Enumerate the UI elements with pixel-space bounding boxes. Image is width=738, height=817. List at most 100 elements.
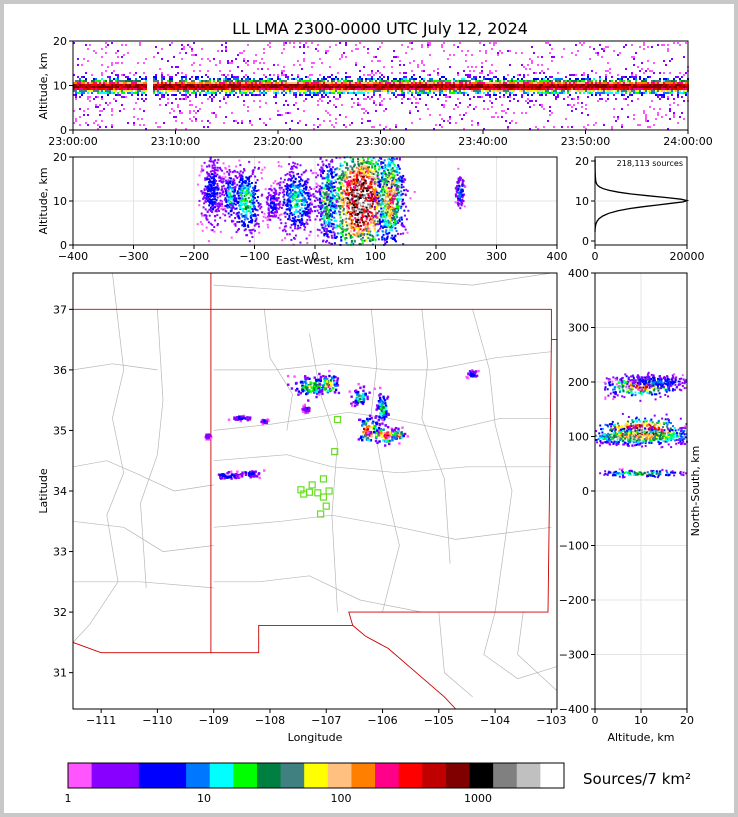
time-height-cell bbox=[621, 124, 623, 126]
time-height-cell bbox=[581, 90, 583, 92]
time-height-cell bbox=[233, 120, 235, 122]
time-height-cell bbox=[371, 78, 373, 80]
east-west-cell bbox=[251, 197, 254, 200]
east-west-cell bbox=[212, 194, 215, 197]
time-height-cell bbox=[349, 80, 351, 82]
time-height-cell bbox=[195, 82, 197, 84]
time-height-cell bbox=[565, 86, 567, 88]
time-height-cell bbox=[171, 94, 173, 96]
time-height-cell bbox=[223, 122, 225, 124]
time-height-cell bbox=[405, 78, 407, 80]
time-height-cell bbox=[643, 44, 645, 46]
time-height-cell bbox=[441, 90, 443, 92]
time-height-cell bbox=[431, 84, 433, 86]
time-height-cell bbox=[549, 80, 551, 82]
east-west-cell bbox=[324, 185, 327, 188]
time-height-cell bbox=[339, 80, 341, 82]
east-west-cell bbox=[222, 177, 225, 180]
time-height-cell bbox=[651, 46, 653, 48]
time-height-cell bbox=[317, 92, 319, 94]
time-height-cell bbox=[263, 84, 265, 86]
time-height-cell bbox=[119, 86, 121, 88]
time-height-cell bbox=[469, 98, 471, 100]
time-height-cell bbox=[545, 84, 547, 86]
time-height-cell bbox=[523, 92, 525, 94]
east-west-cell bbox=[240, 183, 243, 186]
time-height-cell bbox=[423, 70, 425, 72]
time-height-cell bbox=[143, 100, 145, 102]
time-height-cell bbox=[193, 54, 195, 56]
east-west-cell bbox=[332, 181, 335, 184]
time-height-cell bbox=[579, 42, 581, 44]
east-west-cell bbox=[241, 177, 244, 180]
east-west-cell bbox=[321, 170, 324, 173]
time-height-cell bbox=[637, 124, 639, 126]
time-height-cell bbox=[605, 80, 607, 82]
time-height-cell bbox=[325, 86, 327, 88]
time-height-cell bbox=[223, 90, 225, 92]
time-height-cell bbox=[667, 88, 669, 90]
east-west-cell bbox=[290, 200, 293, 203]
time-height-cell bbox=[125, 84, 127, 86]
time-height-cell bbox=[111, 114, 113, 116]
east-west-cell bbox=[316, 215, 319, 218]
time-height-cell bbox=[195, 96, 197, 98]
time-height-cell bbox=[527, 102, 529, 104]
east-west-cell bbox=[253, 166, 256, 169]
east-west-cell bbox=[253, 192, 256, 195]
time-height-cell bbox=[289, 112, 291, 114]
time-height-cell bbox=[457, 46, 459, 48]
time-height-cell bbox=[219, 92, 221, 94]
time-height-cell bbox=[241, 120, 243, 122]
time-height-cell bbox=[199, 86, 201, 88]
time-height-cell bbox=[453, 80, 455, 82]
time-height-cell bbox=[221, 82, 223, 84]
east-west-cell bbox=[199, 220, 202, 223]
time-height-cell bbox=[377, 90, 379, 92]
time-height-cell bbox=[583, 42, 585, 44]
time-height-cell bbox=[431, 88, 433, 90]
time-height-cell bbox=[617, 86, 619, 88]
time-height-cell bbox=[577, 80, 579, 82]
time-height-cell bbox=[87, 92, 89, 94]
time-height-cell bbox=[227, 82, 229, 84]
time-height-cell bbox=[99, 82, 101, 84]
time-height-cell bbox=[577, 50, 579, 52]
east-west-cell bbox=[307, 195, 310, 198]
time-height-cell bbox=[465, 84, 467, 86]
time-height-cell bbox=[127, 82, 129, 84]
east-west-cell bbox=[224, 167, 227, 170]
time-height-cell bbox=[293, 82, 295, 84]
time-height-cell bbox=[533, 80, 535, 82]
time-height-cell bbox=[175, 90, 177, 92]
time-height-cell bbox=[77, 88, 79, 90]
east-west-cell bbox=[269, 204, 272, 207]
time-height-cell bbox=[591, 88, 593, 90]
time-height-cell bbox=[503, 86, 505, 88]
time-height-cell bbox=[575, 54, 577, 56]
time-height-cell bbox=[335, 90, 337, 92]
time-height-cell bbox=[501, 110, 503, 112]
time-height-cell bbox=[569, 90, 571, 92]
time-height-cell bbox=[533, 72, 535, 74]
east-west-cell bbox=[302, 171, 305, 174]
time-height-cell bbox=[611, 128, 613, 130]
east-west-cell bbox=[298, 185, 301, 188]
time-height-cell bbox=[225, 80, 227, 82]
east-west-cell bbox=[227, 196, 230, 199]
time-height-cell bbox=[305, 88, 307, 90]
time-height-cell bbox=[551, 82, 553, 84]
time-height-cell bbox=[633, 58, 635, 60]
time-height-cell bbox=[475, 86, 477, 88]
time-height-cell bbox=[427, 94, 429, 96]
time-height-cell bbox=[427, 82, 429, 84]
time-height-cell bbox=[237, 66, 239, 68]
east-west-cell bbox=[240, 185, 243, 188]
east-west-cell bbox=[294, 205, 297, 208]
time-height-cell bbox=[493, 90, 495, 92]
time-height-cell bbox=[261, 80, 263, 82]
time-height-cell bbox=[359, 88, 361, 90]
east-west-cell bbox=[250, 214, 253, 217]
east-west-cell bbox=[303, 222, 306, 225]
time-height-cell bbox=[663, 78, 665, 80]
